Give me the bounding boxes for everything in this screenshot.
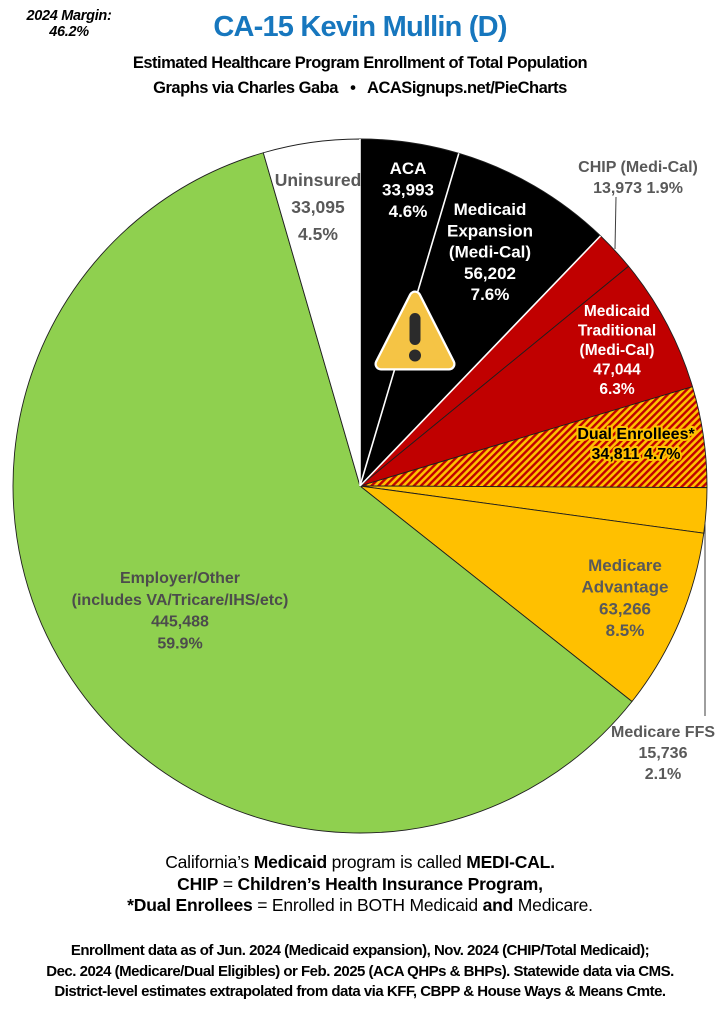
- source-note-line: Dec. 2024 (Medicare/Dual Eligibles) or F…: [46, 962, 674, 980]
- legend-notes: California’s Medicaid program is called …: [0, 852, 720, 917]
- margin-note: 2024 Margin: 46.2%: [8, 8, 130, 40]
- pie-slice-medicaid-traditional: [359, 265, 693, 487]
- legend-note-bold-text: Medicaid: [253, 852, 327, 872]
- slice-label-uninsured: Uninsured 33,095 4.5%: [275, 170, 362, 244]
- source-note-line: District-level estimates extrapolated fr…: [54, 983, 666, 1000]
- page-byline: Graphs via Charles Gaba • ACASignups.net…: [153, 79, 567, 97]
- legend-note-bold-text: MEDI-CAL.: [466, 852, 555, 872]
- slice-label-medicare-advantage: Medicare Advantage 63,266 8.5%: [582, 556, 669, 640]
- legend-note-bold-text: CHIP: [177, 873, 219, 894]
- legend-note-text: = Enrolled in BOTH Medicaid: [252, 895, 483, 915]
- legend-note-bold-text: Children’s Health Insurance Program,: [237, 873, 543, 894]
- pie-slice-medicare-advantage: [359, 485, 705, 702]
- slice-label-dual-enrollees: Dual Enrollees* 34,811 4.7%: [577, 426, 695, 463]
- warning-icon: [374, 290, 456, 371]
- slice-label-medicaid-expansion: Medicaid Expansion (Medi-Cal) 56,202 7.6%: [447, 200, 533, 304]
- margin-note-title: 2024 Margin:: [26, 8, 112, 24]
- pie-slice-medicaid-expansion: [359, 152, 601, 487]
- slice-label-medicaid-traditional: Medicaid Traditional (Medi-Cal) 47,044 6.3%: [578, 303, 656, 398]
- legend-note-text: California’s: [165, 852, 254, 872]
- slice-boundary-white-line: [359, 235, 602, 487]
- source-note-line: Enrollment data as of Jun. 2024 (Medicai…: [70, 942, 650, 959]
- slice-label-medicare-ffs: Medicare FFS 15,736 2.1%: [611, 724, 715, 783]
- legend-note-line: California’s Medicaid program is called …: [0, 852, 720, 874]
- slice-label-employer-other: Employer/Other (includes VA/Tricare/IHS/e…: [72, 570, 289, 652]
- source-notes: Enrollment data as of Jun. 2024 (Medicai…: [0, 941, 720, 1003]
- legend-note-line: *Dual Enrollees = Enrolled in BOTH Medic…: [0, 895, 720, 917]
- slice-label-chip: CHIP (Medi-Cal) 13,973 1.9%: [578, 159, 698, 197]
- legend-note-line: CHIP = Children’s Health Insurance Progr…: [0, 874, 720, 896]
- leader-line-chip: [614, 196, 617, 250]
- margin-note-value: 46.2%: [49, 24, 89, 40]
- legend-note-text: Medicare.: [513, 895, 593, 915]
- legend-note-bold-text: and: [482, 895, 514, 915]
- legend-note-text: =: [218, 873, 238, 894]
- legend-note-bold-text: *Dual Enrollees: [127, 895, 253, 915]
- legend-note-text: program is called: [327, 852, 467, 872]
- slice-label-aca: ACA 33,993 4.6%: [382, 159, 434, 221]
- page-title: CA-15 Kevin Mullin (D): [213, 11, 507, 43]
- page-subtitle: Estimated Healthcare Program Enrollment …: [132, 54, 588, 72]
- pie-slice-employer-other: [12, 152, 633, 834]
